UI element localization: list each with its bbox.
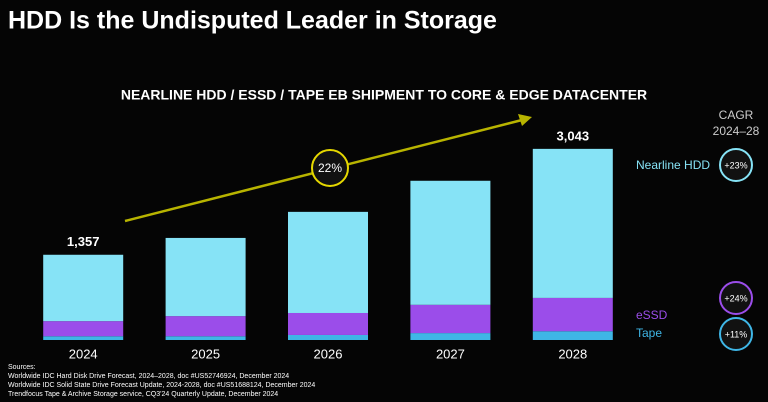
x-tick-label: 2024: [69, 346, 98, 361]
bar-segment: [165, 316, 246, 337]
bar-segment: [410, 304, 491, 334]
bar-segment: [410, 180, 491, 305]
legend-label: eSSD: [636, 308, 668, 322]
bar-segment: [43, 254, 124, 322]
bar-segment: [43, 321, 124, 337]
x-tick-label: 2025: [191, 346, 220, 361]
bar-segment: [43, 336, 124, 340]
page-title: HDD Is the Undisputed Leader in Storage: [8, 7, 497, 35]
bar-segment: [532, 297, 613, 332]
x-tick-label: 2028: [558, 346, 587, 361]
bar-segment: [165, 336, 246, 340]
total-label: 1,357: [67, 234, 100, 249]
cagr-title: CAGR: [719, 108, 754, 122]
source-line: Trendfocus Tape & Archive Storage servic…: [8, 391, 278, 398]
cagr-circle: [719, 148, 753, 182]
total-label: 3,043: [557, 128, 590, 143]
chart-subtitle: NEARLINE HDD / ESSD / TAPE EB SHIPMENT T…: [121, 87, 647, 103]
source-line: Worldwide IDC Solid State Drive Forecast…: [8, 382, 315, 389]
bar-segment: [410, 333, 491, 340]
x-tick-label: 2027: [436, 346, 465, 361]
bar-segment: [532, 148, 613, 298]
legend-label: Tape: [636, 326, 662, 340]
bar-segment: [288, 312, 368, 335]
bar-segment: [288, 211, 368, 313]
legend-label: Nearline HDD: [636, 158, 710, 172]
source-line: Worldwide IDC Hard Disk Drive Forecast, …: [8, 373, 289, 380]
total-cagr: 22%: [318, 161, 342, 175]
cagr-circle: [311, 149, 349, 187]
bar-segment: [165, 237, 246, 317]
cagr-period: 2024–28: [713, 124, 760, 138]
series-cagr: +24%: [724, 293, 747, 303]
arrow-head: [518, 114, 532, 126]
series-cagr: +23%: [724, 160, 747, 170]
sources-title: Sources:: [8, 364, 36, 371]
series-cagr: +11%: [725, 329, 748, 339]
cagr-circle: [719, 281, 753, 315]
x-tick-label: 2026: [314, 346, 343, 361]
bar-segment: [532, 331, 613, 340]
bar-segment: [288, 334, 368, 340]
cagr-circle: [719, 317, 753, 351]
